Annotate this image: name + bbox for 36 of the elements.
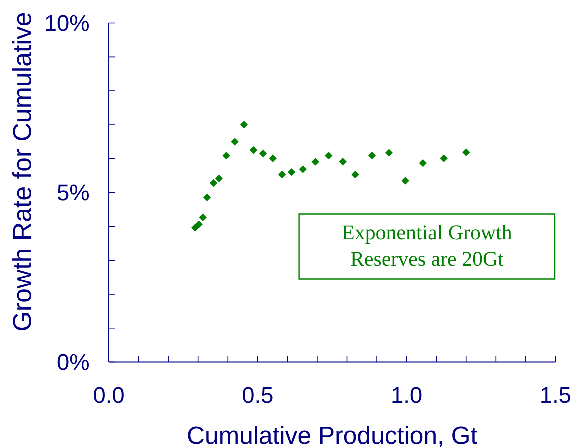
point: [222, 152, 231, 160]
point: [269, 154, 277, 162]
point: [419, 159, 428, 168]
point: [199, 214, 207, 222]
point: [191, 224, 200, 232]
point: [210, 179, 218, 188]
x-tick-label: 0.5: [243, 387, 273, 404]
annotation: Reserves are 20Gt: [351, 252, 504, 266]
annotation: Exponential Growth: [342, 225, 512, 244]
point: [240, 121, 248, 129]
point: [278, 170, 286, 179]
point: [231, 138, 239, 146]
point: [339, 158, 347, 166]
point: [259, 150, 268, 158]
point: [299, 166, 308, 174]
point: [312, 158, 320, 166]
point: [203, 194, 212, 202]
x-tick-label: 1.5: [542, 387, 571, 404]
y-tick-label: 0%: [58, 354, 89, 370]
point: [288, 168, 296, 176]
point: [440, 154, 448, 162]
point: [215, 174, 224, 182]
point: [385, 149, 394, 157]
x-axis-title: Cumulative Production, Gt: [188, 426, 478, 447]
point: [324, 152, 333, 160]
point: [352, 170, 360, 179]
point: [368, 152, 376, 160]
x-tick-label: 1.0: [392, 387, 422, 404]
y-axis-title: Growth Rate for Cumulative: [12, 13, 32, 330]
y-tick-label: 5%: [58, 184, 89, 201]
point: [462, 148, 470, 156]
point: [195, 220, 203, 229]
point: [402, 177, 410, 185]
point: [250, 146, 258, 154]
x-tick-label: 0.0: [94, 387, 124, 404]
y-tick-label: 10%: [46, 15, 89, 32]
